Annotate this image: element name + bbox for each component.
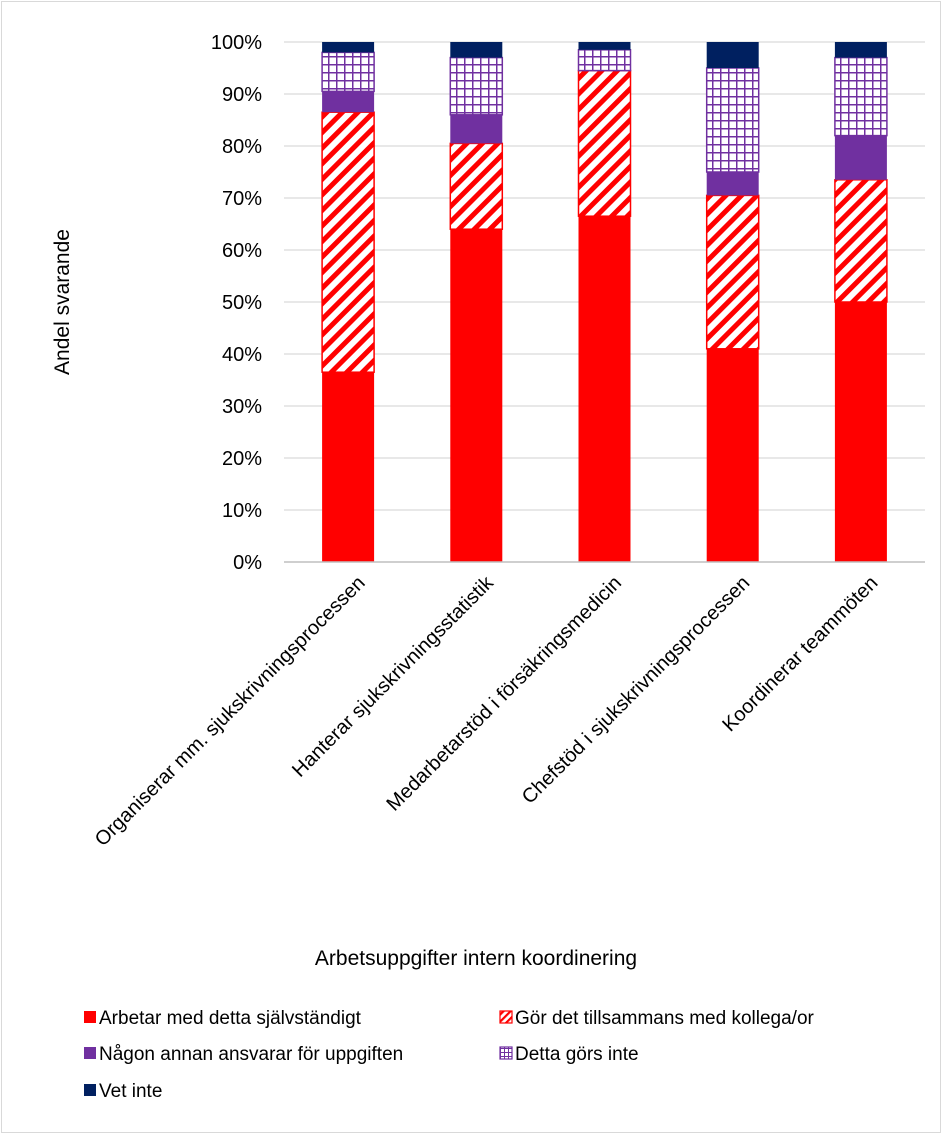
y-axis-tick-labels: 0% 10% 20% 30% 40% 50% 60% 70% 80% 90% 100% bbox=[211, 32, 262, 574]
bar-segment bbox=[835, 58, 887, 136]
bar-segment bbox=[579, 71, 631, 217]
legend: Arbetar med detta självständigt Gör det t… bbox=[84, 1008, 815, 1102]
bar-segment bbox=[579, 50, 631, 71]
x-category-label: Organiserar mm. sjukskrivningsprocessen bbox=[91, 572, 370, 851]
legend-swatch bbox=[84, 1047, 96, 1059]
bar-segment bbox=[450, 143, 502, 229]
bar-segment bbox=[707, 68, 759, 172]
y-axis-title: Andel svarande bbox=[51, 229, 74, 375]
legend-label: Någon annan ansvarar för uppgiften bbox=[99, 1044, 403, 1065]
bar-segment bbox=[835, 136, 887, 180]
legend-label: Gör det tillsammans med kollega/or bbox=[515, 1008, 815, 1029]
bar-segment bbox=[835, 180, 887, 302]
legend-label: Arbetar med detta självständigt bbox=[99, 1008, 362, 1029]
bar-segment bbox=[450, 229, 502, 562]
legend-swatch bbox=[500, 1011, 512, 1023]
y-tick-label: 70% bbox=[222, 188, 262, 210]
legend-item: Gör det tillsammans med kollega/or bbox=[500, 1008, 815, 1029]
y-tick-label: 10% bbox=[222, 500, 262, 522]
legend-swatch bbox=[84, 1084, 96, 1096]
y-tick-label: 40% bbox=[222, 344, 262, 366]
bar-segment bbox=[322, 112, 374, 372]
bar-segment bbox=[450, 42, 502, 58]
bar-segment bbox=[579, 216, 631, 562]
bar-segment bbox=[322, 91, 374, 112]
y-tick-label: 90% bbox=[222, 84, 262, 106]
legend-swatch bbox=[84, 1011, 96, 1023]
y-tick-label: 30% bbox=[222, 396, 262, 418]
legend-item: Någon annan ansvarar för uppgiften bbox=[84, 1044, 403, 1065]
bar-segment bbox=[322, 52, 374, 91]
x-category-label: Hanterar sjukskrivningsstatistik bbox=[288, 571, 498, 781]
y-tick-label: 50% bbox=[222, 292, 262, 314]
bar-segment bbox=[579, 42, 631, 50]
legend-item: Vet inte bbox=[84, 1081, 162, 1102]
bar-segment bbox=[450, 58, 502, 115]
bar-segment bbox=[450, 115, 502, 144]
bar-segment bbox=[707, 349, 759, 562]
x-axis-category-labels: Organiserar mm. sjukskrivningsprocessenH… bbox=[91, 571, 883, 851]
legend-label: Vet inte bbox=[99, 1081, 162, 1102]
bar-segment bbox=[835, 42, 887, 58]
y-tick-label: 80% bbox=[222, 136, 262, 158]
bar-segment bbox=[322, 42, 374, 52]
bar-segment bbox=[707, 195, 759, 348]
bar-segment bbox=[707, 172, 759, 195]
legend-swatch bbox=[500, 1047, 512, 1059]
y-tick-label: 0% bbox=[233, 552, 262, 574]
y-tick-label: 20% bbox=[222, 448, 262, 470]
x-axis-title: Arbetsuppgifter intern koordinering bbox=[315, 947, 637, 970]
bar-segment bbox=[707, 42, 759, 68]
bar-segment bbox=[322, 372, 374, 562]
x-category-label: Medarbetarstöd i försäkringsmedicin bbox=[383, 572, 627, 816]
y-tick-label: 60% bbox=[222, 240, 262, 262]
legend-item: Detta görs inte bbox=[500, 1044, 639, 1065]
legend-item: Arbetar med detta självständigt bbox=[84, 1008, 362, 1029]
x-category-label: Chefstöd i sjukskrivningsprocessen bbox=[518, 572, 754, 808]
bar-segment bbox=[835, 302, 887, 562]
legend-label: Detta görs inte bbox=[515, 1044, 639, 1065]
y-tick-label: 100% bbox=[211, 32, 262, 54]
